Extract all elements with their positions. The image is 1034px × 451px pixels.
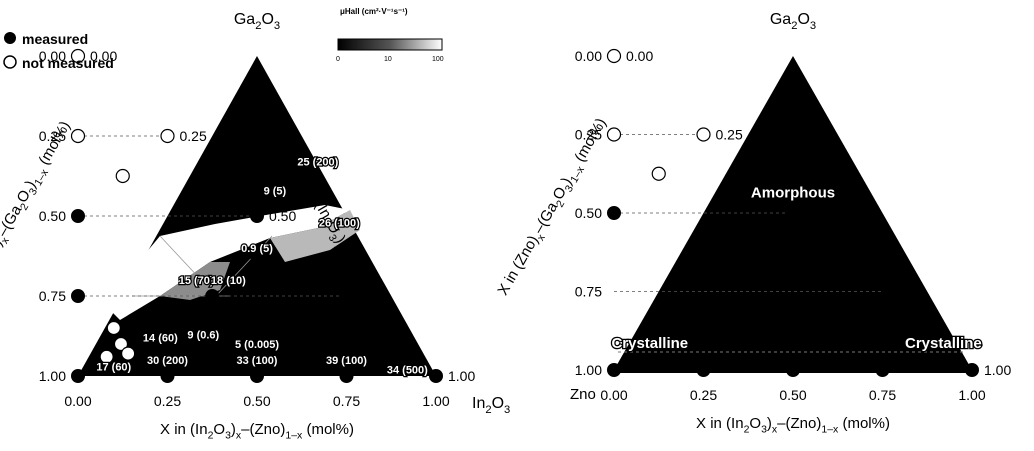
measured-point bbox=[339, 289, 354, 303]
top-vertex-label: Ga2O3 bbox=[770, 11, 816, 32]
measured-point bbox=[786, 206, 800, 220]
measured-point bbox=[205, 289, 220, 303]
measured-point bbox=[250, 369, 264, 383]
left-tick-label: 1.00 bbox=[39, 368, 66, 384]
not-measured-point bbox=[70, 48, 86, 64]
right-tick-label: 0.50 bbox=[269, 208, 296, 224]
data-label: 17 (60) bbox=[96, 361, 131, 373]
data-label: 9 (0.6) bbox=[187, 329, 219, 341]
data-label: 25 (200) bbox=[297, 157, 338, 169]
data-label: 14 (60) bbox=[143, 333, 178, 345]
left-mid-mobility-region bbox=[270, 210, 360, 262]
data-label: 5 (0.005) bbox=[235, 339, 279, 351]
legend-measured-label: measured bbox=[22, 31, 88, 47]
bottom-axis-label: X in (In2O3)x–(Zno)1–x (mol%) bbox=[696, 415, 890, 436]
left-tick-label: 0.75 bbox=[39, 288, 66, 304]
measured-point bbox=[429, 369, 443, 383]
not-measured-point bbox=[696, 127, 711, 142]
data-label: 26 (100) bbox=[319, 217, 360, 229]
right-vertex-label: In2O3 bbox=[472, 395, 510, 416]
measured-point bbox=[875, 363, 890, 377]
measured-point bbox=[250, 249, 264, 263]
left-vertex-label: Zno bbox=[570, 386, 596, 403]
bottom-tick-label: 0.00 bbox=[64, 393, 91, 409]
colorbar-tick: 0 bbox=[336, 56, 340, 63]
left-grid-line bbox=[215, 235, 273, 297]
measured-point bbox=[71, 289, 85, 303]
colorbar-tick: 10 bbox=[384, 56, 392, 63]
data-label: 0.9 (5) bbox=[241, 243, 273, 255]
colorbar-title: μHall (cm²·V⁻¹s⁻¹) bbox=[340, 7, 408, 16]
not-measured-point bbox=[160, 128, 175, 144]
not-measured-marker-icon bbox=[3, 55, 17, 69]
bottom-tick-label: 0.50 bbox=[779, 387, 806, 403]
measured-point bbox=[250, 209, 264, 223]
bottom-tick-label: 0.50 bbox=[243, 393, 270, 409]
colorbar-tick: 100 bbox=[432, 56, 444, 63]
colorbar: μHall (cm²·V⁻¹s⁻¹) 0 10 100 bbox=[336, 7, 444, 63]
right-tick-label: 0.25 bbox=[716, 127, 743, 143]
left-tick-label: 0.25 bbox=[575, 127, 602, 143]
right-tick-label: 1.00 bbox=[984, 362, 1011, 378]
right-tick-label: 1.00 bbox=[448, 368, 475, 384]
region-label: Crystalline bbox=[905, 335, 982, 352]
measured-point bbox=[965, 363, 979, 377]
bottom-tick-label: 0.25 bbox=[154, 393, 181, 409]
measured-point bbox=[607, 363, 621, 377]
bottom-tick-label: 0.00 bbox=[600, 387, 627, 403]
not-measured-point bbox=[99, 349, 114, 364]
left-tick-label: 1.00 bbox=[575, 362, 602, 378]
left-low-mobility-region bbox=[110, 205, 350, 320]
left-tick-label: 0.50 bbox=[39, 208, 66, 224]
measured-point bbox=[339, 369, 354, 383]
right-tick-label: 0.50 bbox=[805, 205, 832, 221]
bottom-tick-label: 1.00 bbox=[422, 393, 449, 409]
bottom-tick-label: 1.00 bbox=[958, 387, 985, 403]
left-grid-line bbox=[159, 235, 217, 297]
measured-point bbox=[696, 363, 711, 377]
region-label: Amorphous bbox=[751, 184, 835, 201]
bottom-axis-label: X in (In2O3)x–(Zno)1–x (mol%) bbox=[160, 421, 354, 442]
data-label: 18 (10) bbox=[211, 275, 246, 287]
colorbar-gradient bbox=[337, 38, 443, 51]
right-tick-label: 0.25 bbox=[180, 128, 207, 144]
data-label: 33 (100) bbox=[237, 355, 278, 367]
not-measured-point bbox=[651, 166, 666, 181]
left-tick-label: 0.50 bbox=[575, 205, 602, 221]
left-tick-label: 0.00 bbox=[575, 48, 602, 64]
left-tick-label: 0.75 bbox=[575, 284, 602, 300]
left-tick-label: 0.25 bbox=[39, 128, 66, 144]
not-measured-point bbox=[113, 336, 129, 352]
measured-point bbox=[160, 369, 175, 383]
measured-point bbox=[71, 369, 85, 383]
bottom-tick-label: 0.75 bbox=[869, 387, 896, 403]
right-tick-label: 0.75 bbox=[895, 284, 922, 300]
right-tick-label: 0.00 bbox=[90, 48, 117, 64]
legend-not-measured-label: not measured bbox=[22, 55, 114, 71]
not-measured-point bbox=[106, 320, 121, 336]
not-measured-point bbox=[70, 128, 86, 144]
not-measured-point bbox=[606, 48, 622, 64]
legend: measured not measured bbox=[3, 31, 114, 71]
data-label: 39 (100) bbox=[326, 355, 367, 367]
data-label: 9 (5) bbox=[264, 185, 287, 197]
right-tick-label: 0.00 bbox=[626, 48, 653, 64]
left-tick-label: 0.00 bbox=[39, 48, 66, 64]
region-label: Crystalline bbox=[611, 335, 688, 352]
measured-point bbox=[71, 209, 85, 223]
data-label: 30 (200) bbox=[147, 355, 188, 367]
top-vertex-label: Ga2O3 bbox=[234, 11, 280, 32]
bottom-tick-label: 0.75 bbox=[333, 393, 360, 409]
data-label: 34 (500) bbox=[387, 365, 428, 377]
measured-point bbox=[786, 363, 800, 377]
measured-point bbox=[607, 206, 621, 220]
not-measured-point bbox=[115, 168, 130, 184]
not-measured-point bbox=[606, 127, 622, 142]
measured-marker-icon bbox=[4, 32, 16, 44]
not-measured-point bbox=[121, 346, 136, 361]
data-label: 15 (70) bbox=[179, 275, 214, 287]
right-tick-label: 0.75 bbox=[359, 288, 386, 304]
bottom-tick-label: 0.25 bbox=[690, 387, 717, 403]
